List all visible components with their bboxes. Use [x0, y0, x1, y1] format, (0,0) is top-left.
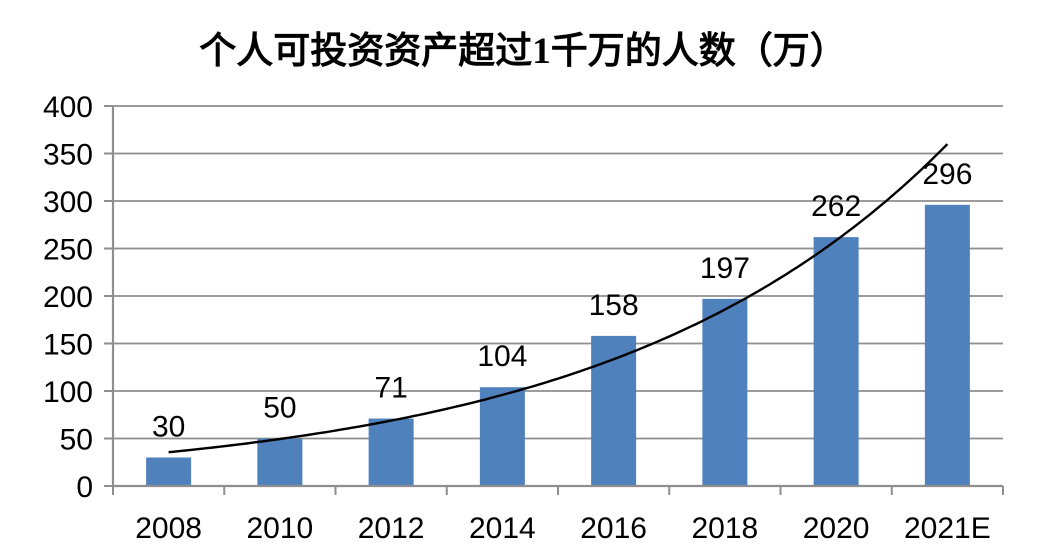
bar-2014: [479, 387, 525, 486]
y-axis-label: 100: [43, 376, 93, 409]
bar-2012: [368, 418, 414, 486]
bar-2008: [146, 457, 192, 486]
bar-2016: [591, 335, 637, 486]
x-axis-label: 2014: [469, 512, 536, 545]
bar-value-label: 30: [152, 411, 185, 444]
y-axis-label: 300: [43, 186, 93, 219]
bar-value-label: 197: [700, 252, 750, 285]
bar-value-label: 50: [263, 392, 296, 425]
y-axis-label: 400: [43, 91, 93, 124]
y-axis-label: 200: [43, 281, 93, 314]
x-axis-label: 2020: [803, 512, 870, 545]
bar-value-label: 104: [477, 340, 527, 373]
bar-2010: [257, 438, 303, 486]
trendline-curve: [168, 143, 949, 454]
y-axis-label: 350: [43, 139, 93, 172]
x-axis-label: 2021E: [904, 512, 991, 545]
bar-value-label: 71: [374, 372, 407, 405]
x-axis-label: 2018: [692, 512, 759, 545]
bar-2021E: [924, 204, 970, 487]
chart-title: 个人可投资资产超过1千万的人数（万）: [199, 31, 847, 72]
x-axis-label: 2016: [580, 512, 647, 545]
y-axis-label: 250: [43, 234, 93, 267]
y-axis-label: 50: [60, 424, 93, 457]
y-axis-label: 150: [43, 329, 93, 362]
bar-value-label: 262: [811, 190, 861, 223]
x-axis-label: 2008: [135, 512, 202, 545]
bar-value-label: 296: [922, 158, 972, 191]
x-axis-label: 2010: [247, 512, 314, 545]
bar-2020: [813, 237, 859, 486]
bar-2018: [702, 298, 748, 486]
y-axis-label: 0: [76, 471, 93, 504]
bar-value-label: 158: [589, 289, 639, 322]
x-axis-label: 2012: [358, 512, 425, 545]
